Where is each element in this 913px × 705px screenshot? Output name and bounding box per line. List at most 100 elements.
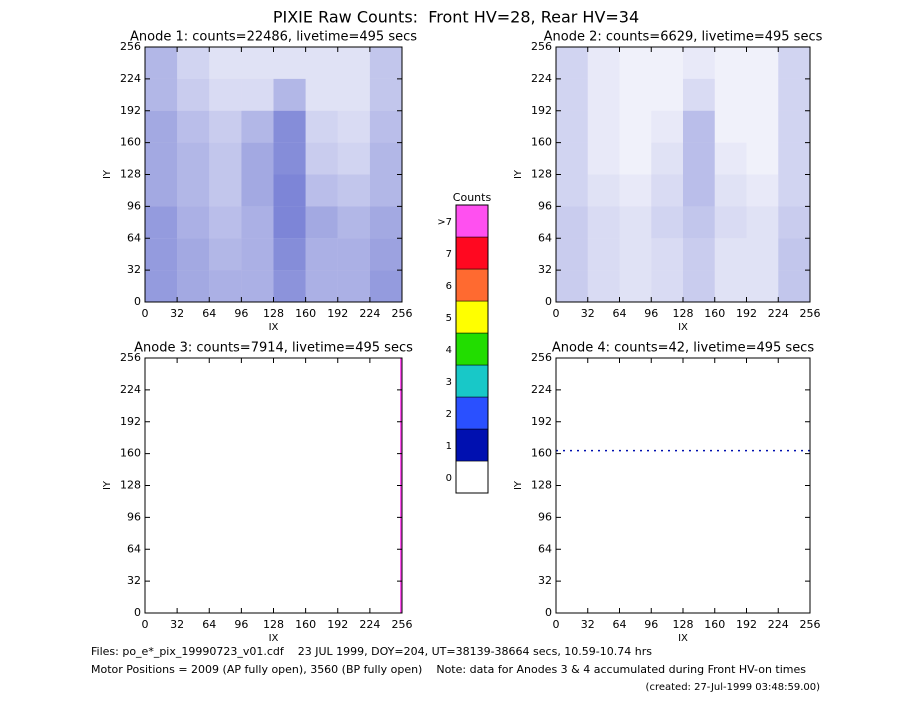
y-tick-label: 0	[134, 295, 141, 308]
density-cell	[241, 174, 274, 207]
density-cell	[241, 110, 274, 143]
colorbar-label: 4	[446, 345, 452, 356]
y-tick-label: 256	[120, 351, 141, 364]
density-cell	[241, 142, 274, 175]
colorbar-label: 7	[446, 249, 452, 260]
density-cell	[305, 78, 338, 111]
density-cell	[209, 142, 242, 175]
y-tick-label: 192	[531, 415, 552, 428]
colorbar-swatch	[455, 236, 489, 270]
density-cell	[587, 270, 620, 302]
colorbar-label: 5	[446, 313, 452, 324]
density-cell	[209, 238, 242, 271]
y-axis-label: IY	[513, 480, 524, 490]
density-cell	[587, 238, 620, 271]
density-cell	[177, 174, 210, 207]
density-cell	[369, 142, 402, 175]
density-cell	[714, 270, 747, 302]
density-cell	[714, 206, 747, 239]
y-axis-label: IY	[102, 169, 113, 179]
panel-title: Anode 4: counts=42, livetime=495 secs	[552, 341, 814, 356]
density-cell	[145, 78, 178, 111]
y-tick-label: 64	[538, 542, 552, 555]
density-cell	[556, 206, 588, 239]
colorbar-swatch	[455, 204, 489, 238]
colorbar-label: 1	[446, 441, 452, 452]
x-tick-label: 224	[768, 307, 789, 320]
y-tick-label: 32	[538, 263, 552, 276]
density-cell	[714, 238, 747, 271]
density-cell	[177, 206, 210, 239]
y-axis-label: IY	[513, 169, 524, 179]
density-cell	[746, 110, 779, 143]
x-tick-label: 128	[673, 307, 694, 320]
density-cell	[651, 110, 683, 143]
y-tick-label: 32	[127, 574, 141, 587]
y-tick-label: 192	[120, 415, 141, 428]
density-cell	[305, 270, 338, 302]
colorbar-label: >7	[437, 217, 452, 228]
y-tick-label: 256	[531, 40, 552, 53]
density-cell	[746, 206, 779, 239]
density-cell	[209, 206, 242, 239]
density-cell	[273, 174, 306, 207]
x-tick-label: 192	[327, 618, 348, 631]
density-cell	[369, 270, 402, 302]
y-tick-label: 128	[531, 168, 552, 181]
figure-title: PIXIE Raw Counts: Front HV=28, Rear HV=3…	[273, 8, 639, 27]
density-cell	[619, 174, 652, 207]
density-cell	[337, 174, 370, 207]
x-tick-label: 0	[553, 307, 560, 320]
x-tick-label: 256	[392, 307, 413, 320]
density-cell	[651, 174, 683, 207]
density-cell	[337, 206, 370, 239]
density-cell	[556, 238, 588, 271]
density-cell	[369, 206, 402, 239]
colorbar-title: Counts	[453, 191, 492, 204]
density-cell	[337, 78, 370, 111]
density-cell	[746, 47, 779, 79]
footer-line: Motor Positions = 2009 (AP fully open), …	[91, 663, 806, 676]
colorbar-swatch	[455, 460, 489, 494]
x-tick-label: 32	[170, 618, 184, 631]
density-cell	[587, 174, 620, 207]
y-tick-label: 128	[531, 479, 552, 492]
x-tick-label: 96	[644, 307, 658, 320]
density-cell	[778, 206, 810, 239]
x-tick-label: 32	[581, 307, 595, 320]
density-cell	[145, 270, 178, 302]
density-cell	[619, 142, 652, 175]
x-axis-label: IX	[269, 633, 279, 644]
x-tick-label: 64	[613, 307, 627, 320]
x-tick-label: 64	[613, 618, 627, 631]
density-cell	[778, 142, 810, 175]
density-cell	[337, 270, 370, 302]
density-cell	[778, 238, 810, 271]
footer-line: Files: po_e*_pix_19990723_v01.cdf 23 JUL…	[91, 645, 652, 658]
x-tick-label: 160	[704, 307, 725, 320]
y-tick-label: 224	[531, 383, 552, 396]
footer-line: (created: 27-Jul-1999 03:48:59.00)	[646, 682, 821, 693]
density-cell	[305, 47, 338, 79]
colorbar-swatch	[455, 396, 489, 430]
colorbar-label: 0	[446, 473, 452, 484]
x-tick-label: 192	[736, 307, 757, 320]
y-tick-label: 224	[531, 72, 552, 85]
density-cell	[305, 174, 338, 207]
density-cell	[746, 142, 779, 175]
y-tick-label: 0	[134, 606, 141, 619]
density-cell	[305, 206, 338, 239]
density-cell	[778, 47, 810, 79]
density-cell	[778, 270, 810, 302]
colorbar-swatch	[455, 428, 489, 462]
density-cell	[651, 47, 683, 79]
colorbar-swatch	[455, 300, 489, 334]
x-tick-label: 32	[581, 618, 595, 631]
density-cell	[714, 47, 747, 79]
density-cell	[619, 47, 652, 79]
density-cell	[619, 110, 652, 143]
colorbar-frame	[455, 204, 489, 494]
density-cell	[683, 270, 715, 302]
density-cell	[683, 142, 715, 175]
x-tick-label: 64	[202, 618, 216, 631]
